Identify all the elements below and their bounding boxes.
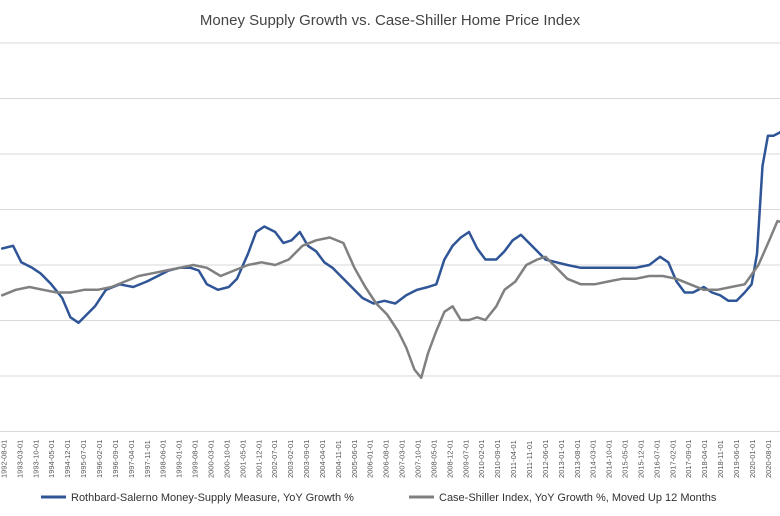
series-lines <box>0 130 780 380</box>
x-tick-label: 2003-02-01 <box>286 440 295 478</box>
x-tick-label: 2016-07-01 <box>652 440 661 478</box>
x-tick-label: 1998-06-01 <box>159 440 168 478</box>
x-tick-label: 2004-11-01 <box>334 440 343 478</box>
x-tick-label: 2015-05-01 <box>621 440 630 478</box>
x-tick-label: 1993-10-01 <box>31 440 40 478</box>
x-tick-label: 2018-04-01 <box>700 440 709 478</box>
x-tick-label: 2005-06-01 <box>350 440 359 478</box>
x-tick-label: 1999-08-01 <box>191 440 200 478</box>
x-tick-label: 2014-10-01 <box>605 440 614 478</box>
x-tick-label: 1996-09-01 <box>111 440 120 478</box>
x-tick-label: 2014-03-01 <box>589 440 598 478</box>
x-tick-label: 2020-01-01 <box>748 440 757 478</box>
x-tick-label: 1996-02-01 <box>95 440 104 478</box>
series-line-1 <box>0 130 780 325</box>
chart-title: Money Supply Growth vs. Case-Shiller Hom… <box>200 12 581 29</box>
gridlines <box>0 42 780 432</box>
x-axis-tick-labels: 1992-08-01 1993-03-01 1993-10-01 1994-05-01… <box>0 440 780 478</box>
x-tick-label: 1994-05-01 <box>47 440 56 478</box>
x-tick-label: 2004-04-01 <box>318 440 327 478</box>
x-tick-label: 1999-01-01 <box>175 440 184 478</box>
x-tick-label: 2011-11-01 <box>525 441 534 478</box>
x-tick-label: 1993-03-01 <box>15 440 24 478</box>
series-line-2 <box>0 219 780 380</box>
x-tick-label: 1992-08-01 <box>0 440 9 478</box>
x-tick-label: 2000-03-01 <box>207 440 216 478</box>
x-tick-label: 2013-01-01 <box>557 440 566 478</box>
legend-label-1: Rothbard-Salerno Money-Supply Measure, Y… <box>71 492 354 504</box>
x-tick-label: 2018-11-01 <box>716 440 725 478</box>
x-tick-label: 2003-09-01 <box>302 440 311 478</box>
x-tick-label: 2017-02-01 <box>668 440 677 478</box>
x-tick-label: 1994-12-01 <box>63 440 72 478</box>
legend: Rothbard-Salerno Money-Supply Measure, Y… <box>41 492 717 504</box>
x-tick-label: 2010-09-01 <box>493 440 502 478</box>
x-tick-label: 2015-12-01 <box>637 440 646 478</box>
x-tick-label: 2001-05-01 <box>238 440 247 478</box>
x-tick-label: 2017-09-01 <box>684 440 693 478</box>
x-tick-label: 2019-06-01 <box>732 440 741 478</box>
legend-label-2: Case-Shiller Index, YoY Growth %, Moved … <box>439 492 717 504</box>
x-tick-label: 1997-11-01 <box>143 440 152 478</box>
x-tick-label: 2011-04-01 <box>509 440 518 478</box>
x-tick-label: 2002-07-01 <box>270 440 279 478</box>
x-tick-label: 2007-03-01 <box>398 440 407 478</box>
x-tick-label: 2001-12-01 <box>254 440 263 478</box>
x-tick-label: 2020-08-01 <box>764 440 773 478</box>
x-tick-label: 2000-10-01 <box>222 440 231 478</box>
x-tick-label: 2009-07-01 <box>461 440 470 478</box>
x-tick-label: 2013-08-01 <box>573 440 582 478</box>
x-tick-label: 2012-06-01 <box>541 440 550 478</box>
x-tick-label: 1997-04-01 <box>127 440 136 478</box>
x-tick-label: 1995-07-01 <box>79 440 88 478</box>
x-tick-label: 2008-05-01 <box>429 440 438 478</box>
x-tick-label: 2007-10-01 <box>414 440 423 478</box>
x-tick-label: 2008-12-01 <box>445 440 454 478</box>
x-tick-label: 2006-08-01 <box>382 440 391 478</box>
x-tick-label: 2006-01-01 <box>366 440 375 478</box>
x-tick-label: 2010-02-01 <box>477 440 486 478</box>
